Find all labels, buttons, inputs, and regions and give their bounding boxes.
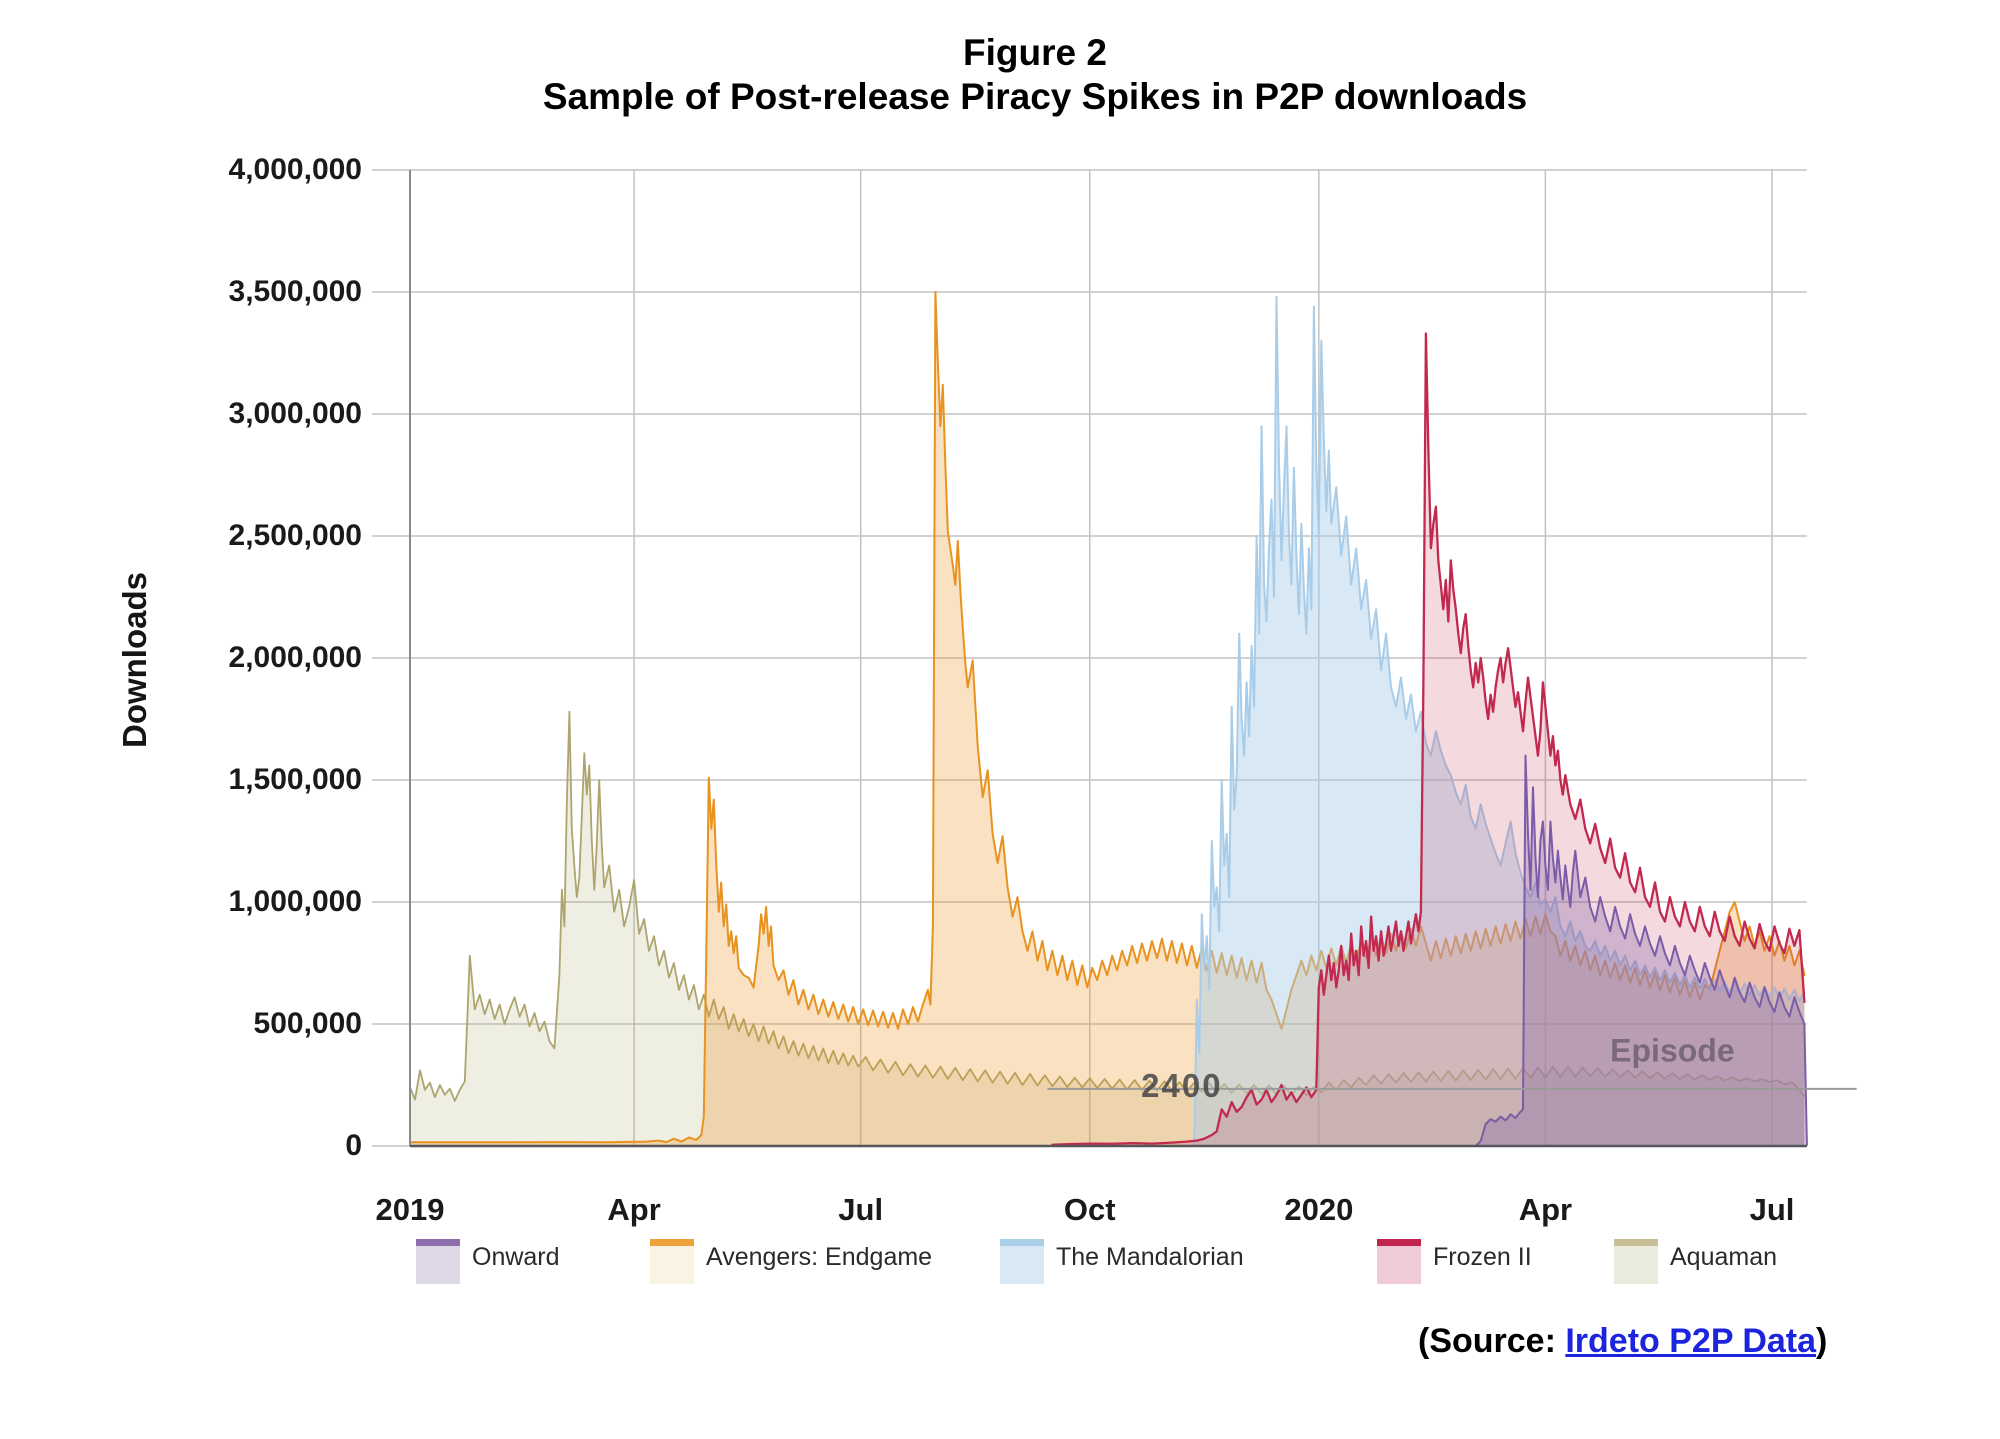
- x-tick-label: 2020: [1284, 1192, 1354, 1227]
- series-area-frozen-ii: [1052, 333, 1805, 1146]
- y-tick-label: 3,000,000: [228, 397, 362, 430]
- legend-label: The Mandalorian: [1056, 1243, 1244, 1271]
- x-tick-label: 2019: [375, 1192, 445, 1227]
- x-tick-label: Oct: [1063, 1192, 1116, 1227]
- y-tick-label: 0: [345, 1129, 362, 1162]
- legend-swatch: [1377, 1239, 1421, 1284]
- y-tick-label: 1,500,000: [228, 763, 362, 796]
- source-line: (Source: Irdeto P2P Data): [1418, 1322, 1827, 1361]
- legend-swatch-band: [416, 1239, 460, 1246]
- legend-swatch-band: [1614, 1239, 1658, 1246]
- y-tick-label: 2,500,000: [228, 519, 362, 552]
- x-tick-label: Jul: [1749, 1192, 1795, 1227]
- y-tick-label: 4,000,000: [228, 153, 362, 186]
- annotation-episode: Episode: [1610, 1032, 1735, 1069]
- series-area-aquaman: [410, 711, 1805, 1146]
- legend-swatch: [1614, 1239, 1658, 1284]
- legend-swatch: [1000, 1239, 1044, 1284]
- legend-label: Onward: [472, 1243, 560, 1271]
- series-line-frozen-ii: [1051, 332, 1806, 1146]
- series-line-onward: [1474, 754, 1808, 1147]
- legend-label: Avengers: Endgame: [706, 1243, 933, 1271]
- page-title: Sample of Post-release Piracy Spikes in …: [542, 76, 1528, 117]
- y-tick-label: 500,000: [253, 1007, 362, 1040]
- series-area-onward: [1475, 755, 1807, 1146]
- legend-swatch-band: [650, 1239, 694, 1246]
- legend-label: Frozen II: [1433, 1243, 1532, 1271]
- legend-swatch-band: [1000, 1239, 1044, 1246]
- source-prefix: (Source:: [1418, 1322, 1566, 1360]
- y-tick-label: 1,000,000: [228, 885, 362, 918]
- x-tick-label: Apr: [1518, 1192, 1573, 1227]
- y-tick-label: 2,000,000: [228, 641, 362, 674]
- annotation-2400: 2400: [1141, 1066, 1223, 1104]
- figure-label: Figure 2: [963, 32, 1107, 73]
- series-line-the-mandalorian: [1190, 295, 1806, 1147]
- legend-swatch: [650, 1239, 694, 1284]
- source-link[interactable]: Irdeto P2P Data: [1565, 1322, 1817, 1360]
- legend-swatch: [416, 1239, 460, 1284]
- source-suffix: ): [1816, 1322, 1828, 1360]
- legend-label: Aquaman: [1670, 1243, 1778, 1271]
- x-tick-label: Apr: [607, 1192, 661, 1227]
- x-tick-label: Jul: [838, 1192, 884, 1227]
- legend-swatch-band: [1377, 1239, 1421, 1246]
- series-line-aquaman: [409, 710, 1806, 1102]
- series-area-the-mandalorian: [1191, 296, 1805, 1146]
- y-tick-label: 3,500,000: [228, 275, 362, 308]
- series-line-avengers-endgame: [409, 291, 1806, 1144]
